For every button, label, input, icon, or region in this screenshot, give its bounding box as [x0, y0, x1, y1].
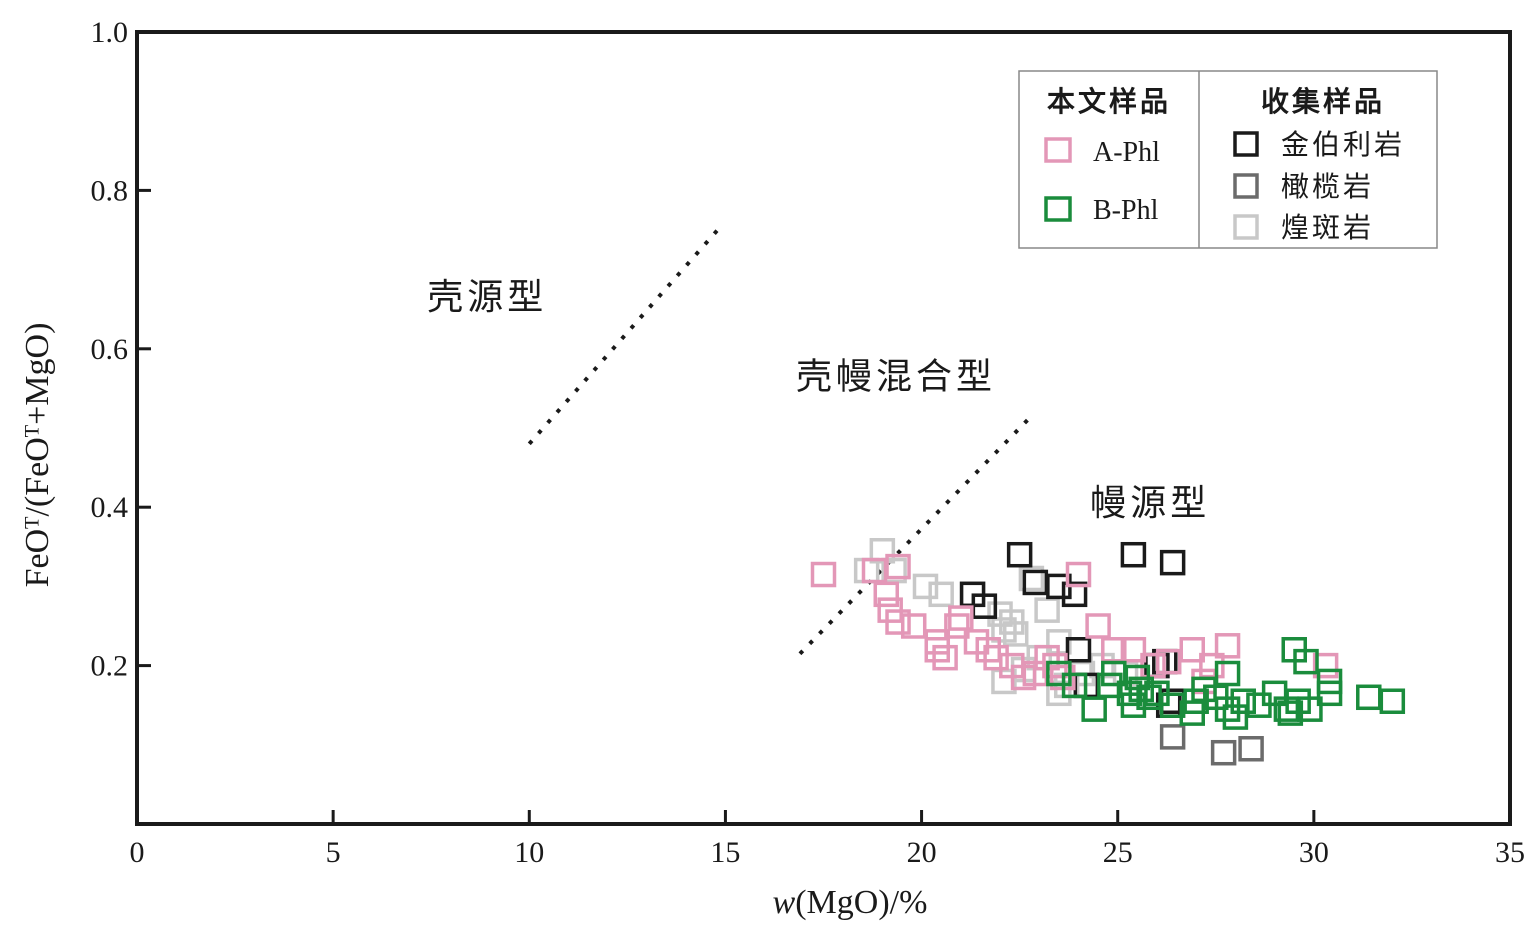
- data-point: [1214, 660, 1241, 687]
- boundary-lines: [527, 228, 1029, 656]
- data-point: [1159, 724, 1186, 750]
- y-tick-label: 0.4: [91, 491, 129, 524]
- legend-marker-a-phl: [1044, 137, 1072, 163]
- data-point: [885, 609, 911, 635]
- data-point: [1312, 652, 1339, 679]
- data-point: [1034, 597, 1060, 623]
- data-point: [1159, 549, 1186, 576]
- data-point: [1002, 621, 1029, 647]
- data-point: [1214, 696, 1241, 722]
- legend-label-b-phl: B-Phl: [1093, 195, 1159, 226]
- y-axis-ticks: 0.2 0.4 0.6 0.8 1.0: [91, 16, 151, 683]
- data-point: [1379, 688, 1406, 714]
- x-axis-ticks: 0 5 10 15 20 25 30 35: [130, 810, 1525, 869]
- data-point: [810, 561, 837, 588]
- data-point: [1128, 676, 1155, 703]
- data-point: [900, 613, 927, 639]
- legend-box: [1018, 70, 1438, 249]
- legend: 本文样品 收集样品 A-Phl B-Phl 金伯利岩 橄榄岩 煌斑岩: [1018, 70, 1438, 249]
- x-tick-label: 15: [710, 836, 740, 869]
- data-point: [1199, 652, 1225, 679]
- data-points: [810, 538, 1406, 766]
- region-label: 壳源型: [427, 277, 547, 318]
- region-label: 幔源型: [1090, 483, 1210, 524]
- y-tick-label: 1.0: [91, 16, 129, 49]
- legend-marker-b-phl: [1044, 196, 1072, 222]
- x-tick-label: 35: [1495, 836, 1525, 869]
- data-point: [1006, 541, 1033, 568]
- data-point: [1065, 637, 1092, 663]
- data-point: [948, 605, 974, 631]
- legend-label-lamprophyre: 煌斑岩: [1281, 211, 1374, 244]
- legend-label-peridotite: 橄榄岩: [1281, 170, 1374, 203]
- data-point: [1061, 672, 1088, 699]
- data-point: [1210, 739, 1237, 766]
- legend-group1-title: 本文样品: [1047, 85, 1171, 118]
- legend-marker-lamprophyre: [1233, 214, 1259, 240]
- x-tick-label: 0: [130, 836, 145, 869]
- data-point: [1179, 637, 1205, 663]
- x-tick-label: 20: [907, 836, 937, 869]
- data-point: [1230, 688, 1256, 714]
- data-point: [885, 553, 911, 580]
- data-point: [1120, 541, 1147, 568]
- legend-marker-kimberlite: [1233, 131, 1259, 157]
- data-point: [873, 581, 900, 608]
- data-point: [928, 581, 954, 608]
- legend-label-kimberlite: 金伯利岩: [1281, 128, 1405, 161]
- data-point: [881, 557, 907, 584]
- y-axis-title: FeOᵀ/(FeOᵀ+MgO): [19, 323, 56, 588]
- data-point: [983, 644, 1009, 671]
- data-point: [991, 668, 1017, 695]
- y-tick-label: 0.8: [91, 174, 129, 207]
- y-tick-label: 0.6: [91, 333, 129, 366]
- data-point: [1293, 648, 1319, 675]
- legend-group2-title: 收集样品: [1261, 85, 1385, 118]
- x-tick-label: 30: [1299, 836, 1329, 869]
- data-point: [1085, 613, 1111, 639]
- data-point: [1018, 565, 1045, 592]
- data-point: [1065, 561, 1092, 588]
- boundary-line-crust-mixed: [527, 228, 720, 446]
- legend-label-a-phl: A-Phl: [1093, 137, 1160, 168]
- data-point: [1120, 637, 1147, 663]
- x-tick-label: 10: [514, 836, 544, 869]
- data-point: [1101, 637, 1127, 663]
- data-point: [1214, 633, 1241, 659]
- data-point: [1081, 696, 1107, 722]
- data-point: [1061, 581, 1088, 608]
- data-point: [944, 613, 970, 639]
- data-point: [912, 573, 939, 600]
- region-label: 壳幔混合型: [796, 356, 996, 397]
- data-point: [932, 644, 958, 671]
- x-tick-label: 25: [1103, 836, 1133, 869]
- plot-frame: [135, 30, 1512, 826]
- y-tick-label: 0.2: [91, 650, 129, 683]
- data-point: [924, 637, 951, 663]
- data-point: [1316, 680, 1343, 707]
- data-point: [1046, 680, 1072, 707]
- data-point: [1297, 696, 1323, 722]
- legend-marker-peridotite: [1233, 173, 1259, 199]
- data-point: [1238, 736, 1264, 762]
- data-point: [975, 637, 1002, 663]
- x-axis-title: w(MgO)/%: [773, 884, 928, 921]
- data-point: [1356, 684, 1382, 711]
- x-tick-label: 5: [326, 836, 341, 869]
